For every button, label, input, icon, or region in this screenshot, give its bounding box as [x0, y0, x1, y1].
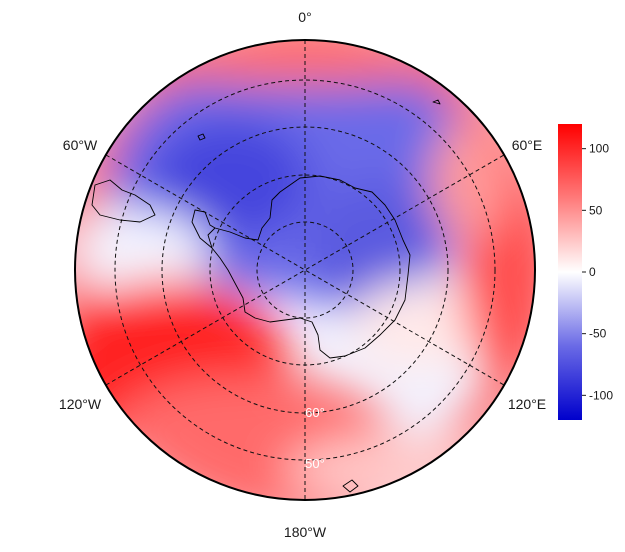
lat-label-60: 60° [305, 405, 325, 420]
colorbar-tick-label: 100 [589, 142, 609, 156]
lat-label-50: 50° [305, 456, 325, 471]
island-1 [342, 479, 359, 493]
south-america-tip [91, 179, 156, 223]
lon-label-60e: 60°E [512, 137, 543, 153]
lon-label-0: 0° [298, 9, 311, 25]
island-3 [432, 99, 441, 105]
colorbar-tick-label: -100 [589, 388, 613, 402]
colorbar-tick-label: -50 [589, 327, 607, 341]
colorbar-ramp [558, 124, 582, 420]
island-2 [197, 133, 206, 141]
colorbar-tick-label: 0 [589, 265, 596, 279]
coastlines [91, 99, 441, 493]
antarctica-coast [207, 175, 411, 359]
antarctic-peninsula [191, 209, 216, 249]
colorbar-tick-label: 50 [589, 203, 603, 217]
map-frame [74, 39, 536, 501]
lon-label-120e: 120°E [508, 396, 546, 412]
colorbar: 100 50 0 -50 -100 [558, 124, 613, 420]
lon-label-120w: 120°W [59, 396, 102, 412]
graticule [105, 40, 505, 500]
lon-label-180w: 180°W [284, 524, 327, 540]
lon-label-60w: 60°W [63, 137, 98, 153]
